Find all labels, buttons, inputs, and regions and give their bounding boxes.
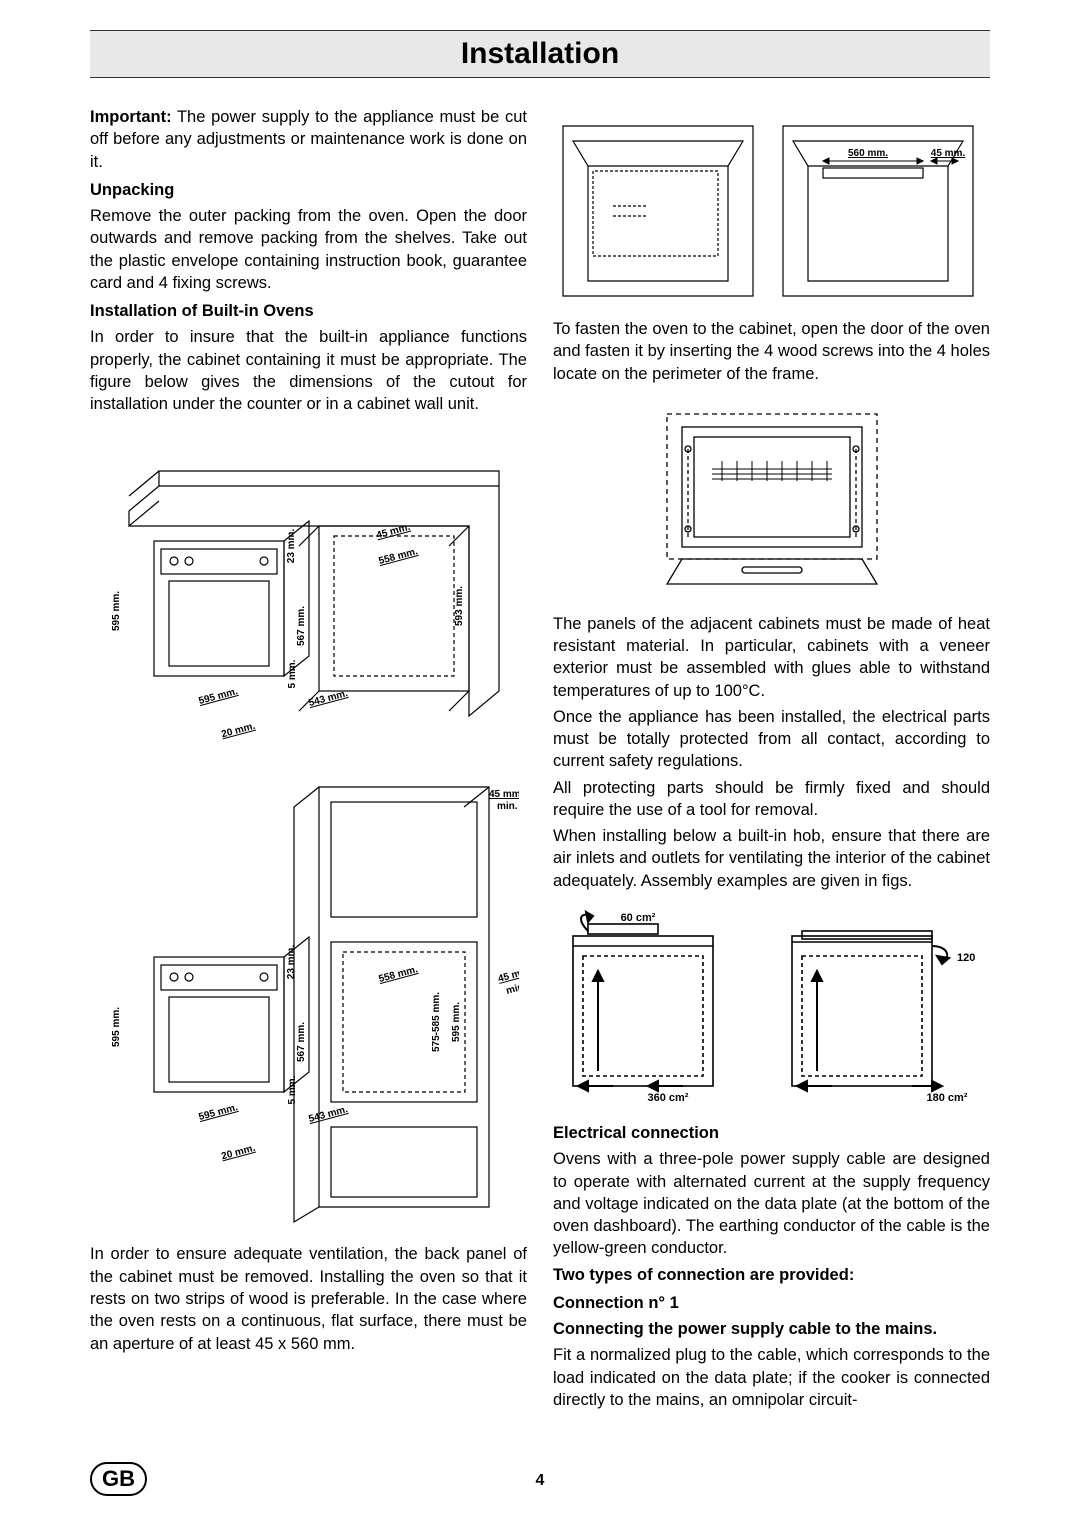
vent-diagram-right: 120 cm² 180 cm²	[772, 906, 977, 1106]
dim-567-w: 567 mm.	[296, 1022, 307, 1062]
dim-593: 593 mm.	[454, 586, 465, 626]
dim-543-w: 543 mm.	[307, 1104, 349, 1125]
important-paragraph: Important: The power supply to the appli…	[90, 106, 527, 173]
unpacking-heading: Unpacking	[90, 179, 527, 201]
dim-20: 20 mm.	[220, 721, 256, 741]
right-column: 560 mm. 45 mm. To fasten the oven to the…	[553, 106, 990, 1415]
dim-595: 595 mm.	[111, 591, 122, 631]
oven-front-diagram	[642, 399, 902, 599]
dim-45min-top: 45 mm.	[489, 789, 519, 800]
panels-text: The panels of the adjacent cabinets must…	[553, 613, 990, 702]
dim-5: 5 mm.	[287, 660, 298, 689]
unpacking-text: Remove the outer packing from the oven. …	[90, 205, 527, 294]
conn1-text: Fit a normalized plug to the cable, whic…	[553, 1344, 990, 1411]
vent-120: 120 cm²	[957, 952, 977, 964]
dim-567: 567 mm.	[296, 606, 307, 646]
dim-595b-w: 595 mm.	[197, 1102, 239, 1123]
page-title: Installation	[90, 37, 990, 71]
dim-595b: 595 mm.	[197, 686, 239, 707]
dim-595-w: 595 mm.	[111, 1007, 122, 1047]
dim-5-w: 5 mm.	[287, 1076, 298, 1105]
vent-diagram-left: 60 cm² 360 cm²	[553, 906, 758, 1106]
dim-45: 45 mm.	[375, 522, 411, 542]
slot-45: 45 mm.	[931, 148, 966, 159]
dim-558: 558 mm.	[377, 546, 419, 567]
content-columns: Important: The power supply to the appli…	[90, 106, 990, 1415]
dim-558-w: 558 mm.	[377, 964, 419, 985]
conn1-heading: Connection n° 1	[553, 1292, 990, 1314]
dim-min: min.	[504, 981, 518, 997]
dim-595r: 595 mm.	[451, 1002, 462, 1042]
ventilation-text: In order to ensure adequate ventilation,…	[90, 1243, 527, 1354]
slot-diagram-left	[553, 106, 763, 306]
dim-23-w: 23 mm.	[286, 945, 297, 980]
dim-20-w: 20 mm.	[220, 1143, 256, 1163]
wall-unit-diagram: 45 mm. min. 595 mm. 23 mm. 567 mm. 5 mm.…	[99, 767, 519, 1227]
country-badge: GB	[90, 1462, 147, 1496]
hob-text: When installing below a built-in hob, en…	[553, 825, 990, 892]
title-bar: Installation	[90, 30, 990, 78]
footer: GB 4	[90, 1472, 990, 1490]
vent-180: 180 cm²	[927, 1092, 968, 1104]
dim-min-top: min.	[497, 801, 518, 812]
dim-45min: 45 mm.	[496, 966, 518, 986]
vent-360: 360 cm²	[648, 1092, 689, 1104]
protecting-text: All protecting parts should be firmly fi…	[553, 777, 990, 822]
page-number: 4	[536, 1472, 545, 1490]
left-column: Important: The power supply to the appli…	[90, 106, 527, 1415]
builtin-heading: Installation of Built-in Ovens	[90, 300, 527, 322]
builtin-text: In order to insure that the built-in app…	[90, 326, 527, 415]
once-text: Once the appliance has been installed, t…	[553, 706, 990, 773]
conn1-sub: Connecting the power supply cable to the…	[553, 1318, 990, 1340]
slot-560: 560 mm.	[848, 148, 888, 159]
electrical-text: Ovens with a three-pole power supply cab…	[553, 1148, 990, 1259]
dim-575: 575-585 mm.	[431, 992, 442, 1052]
dim-23: 23 mm.	[286, 529, 297, 564]
important-label: Important:	[90, 108, 172, 126]
electrical-heading: Electrical connection	[553, 1122, 990, 1144]
under-counter-diagram: 595 mm. 23 mm. 567 mm. 5 mm. 45 mm. 558 …	[99, 431, 519, 751]
fasten-text: To fasten the oven to the cabinet, open …	[553, 318, 990, 385]
slot-diagram-right: 560 mm. 45 mm.	[773, 106, 983, 306]
two-types-heading: Two types of connection are provided:	[553, 1264, 990, 1286]
vent-60: 60 cm²	[621, 912, 656, 924]
